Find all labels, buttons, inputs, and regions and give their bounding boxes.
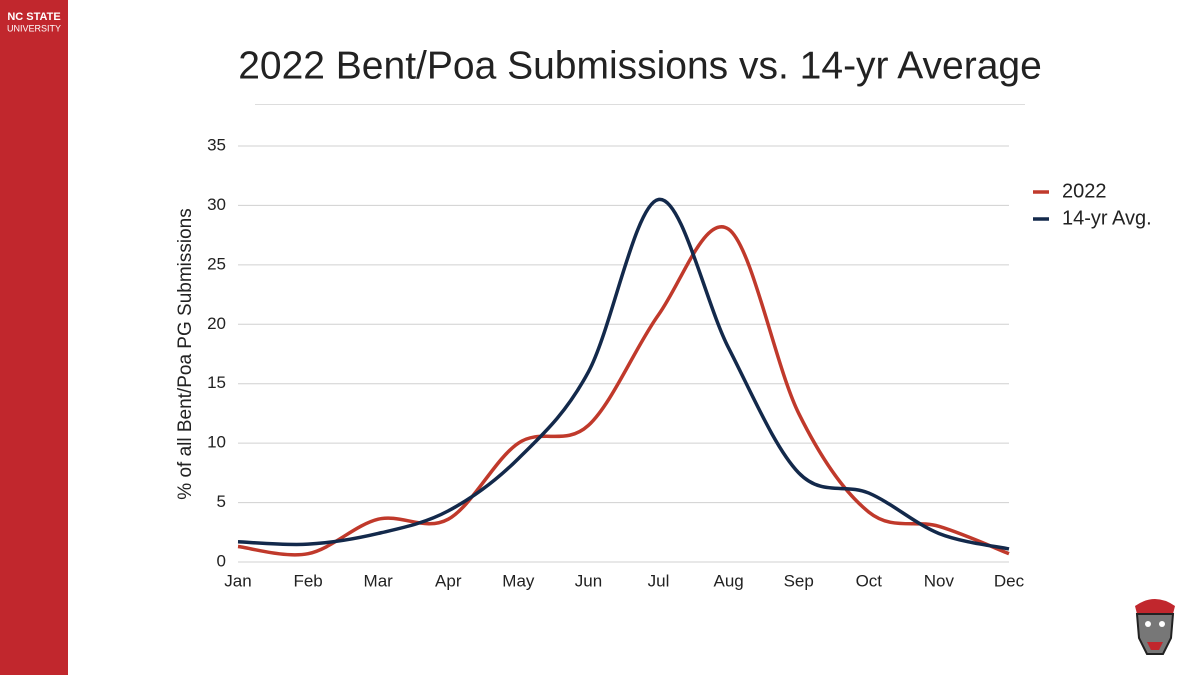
x-tick-label: Sep — [784, 571, 814, 590]
x-tick-label: Jul — [648, 571, 670, 590]
y-tick-label: 0 — [217, 551, 226, 570]
y-tick-label: 15 — [207, 373, 226, 392]
y-tick-label: 20 — [207, 314, 226, 333]
legend-label: 14-yr Avg. — [1062, 207, 1152, 229]
series-line — [237, 225, 1010, 557]
chart-title: 2022 Bent/Poa Submissions vs. 14-yr Aver… — [238, 44, 1042, 87]
x-tick-label: Nov — [924, 571, 955, 590]
x-tick-label: Jun — [575, 571, 602, 590]
y-tick-label: 10 — [207, 433, 226, 452]
y-tick-label: 25 — [207, 254, 226, 273]
x-tick-label: May — [502, 571, 535, 590]
series-line — [237, 197, 1010, 551]
y-axis-label: % of all Bent/Poa PG Submissions — [175, 208, 196, 499]
x-tick-label: Apr — [435, 571, 462, 590]
x-tick-label: Feb — [293, 571, 322, 590]
brand-sub: UNIVERSITY — [7, 23, 61, 33]
x-tick-label: Aug — [714, 571, 744, 590]
y-tick-label: 35 — [207, 135, 226, 154]
brand-name: NC STATE — [7, 11, 60, 23]
x-tick-label: Oct — [856, 571, 883, 590]
logo — [1135, 599, 1175, 655]
x-tick-label: Jan — [224, 571, 251, 590]
legend-label: 2022 — [1062, 180, 1107, 202]
y-tick-label: 5 — [217, 492, 226, 511]
x-tick-label: Dec — [994, 571, 1025, 590]
x-tick-label: Mar — [364, 571, 394, 590]
sidebar — [0, 0, 68, 675]
y-tick-label: 30 — [207, 195, 226, 214]
